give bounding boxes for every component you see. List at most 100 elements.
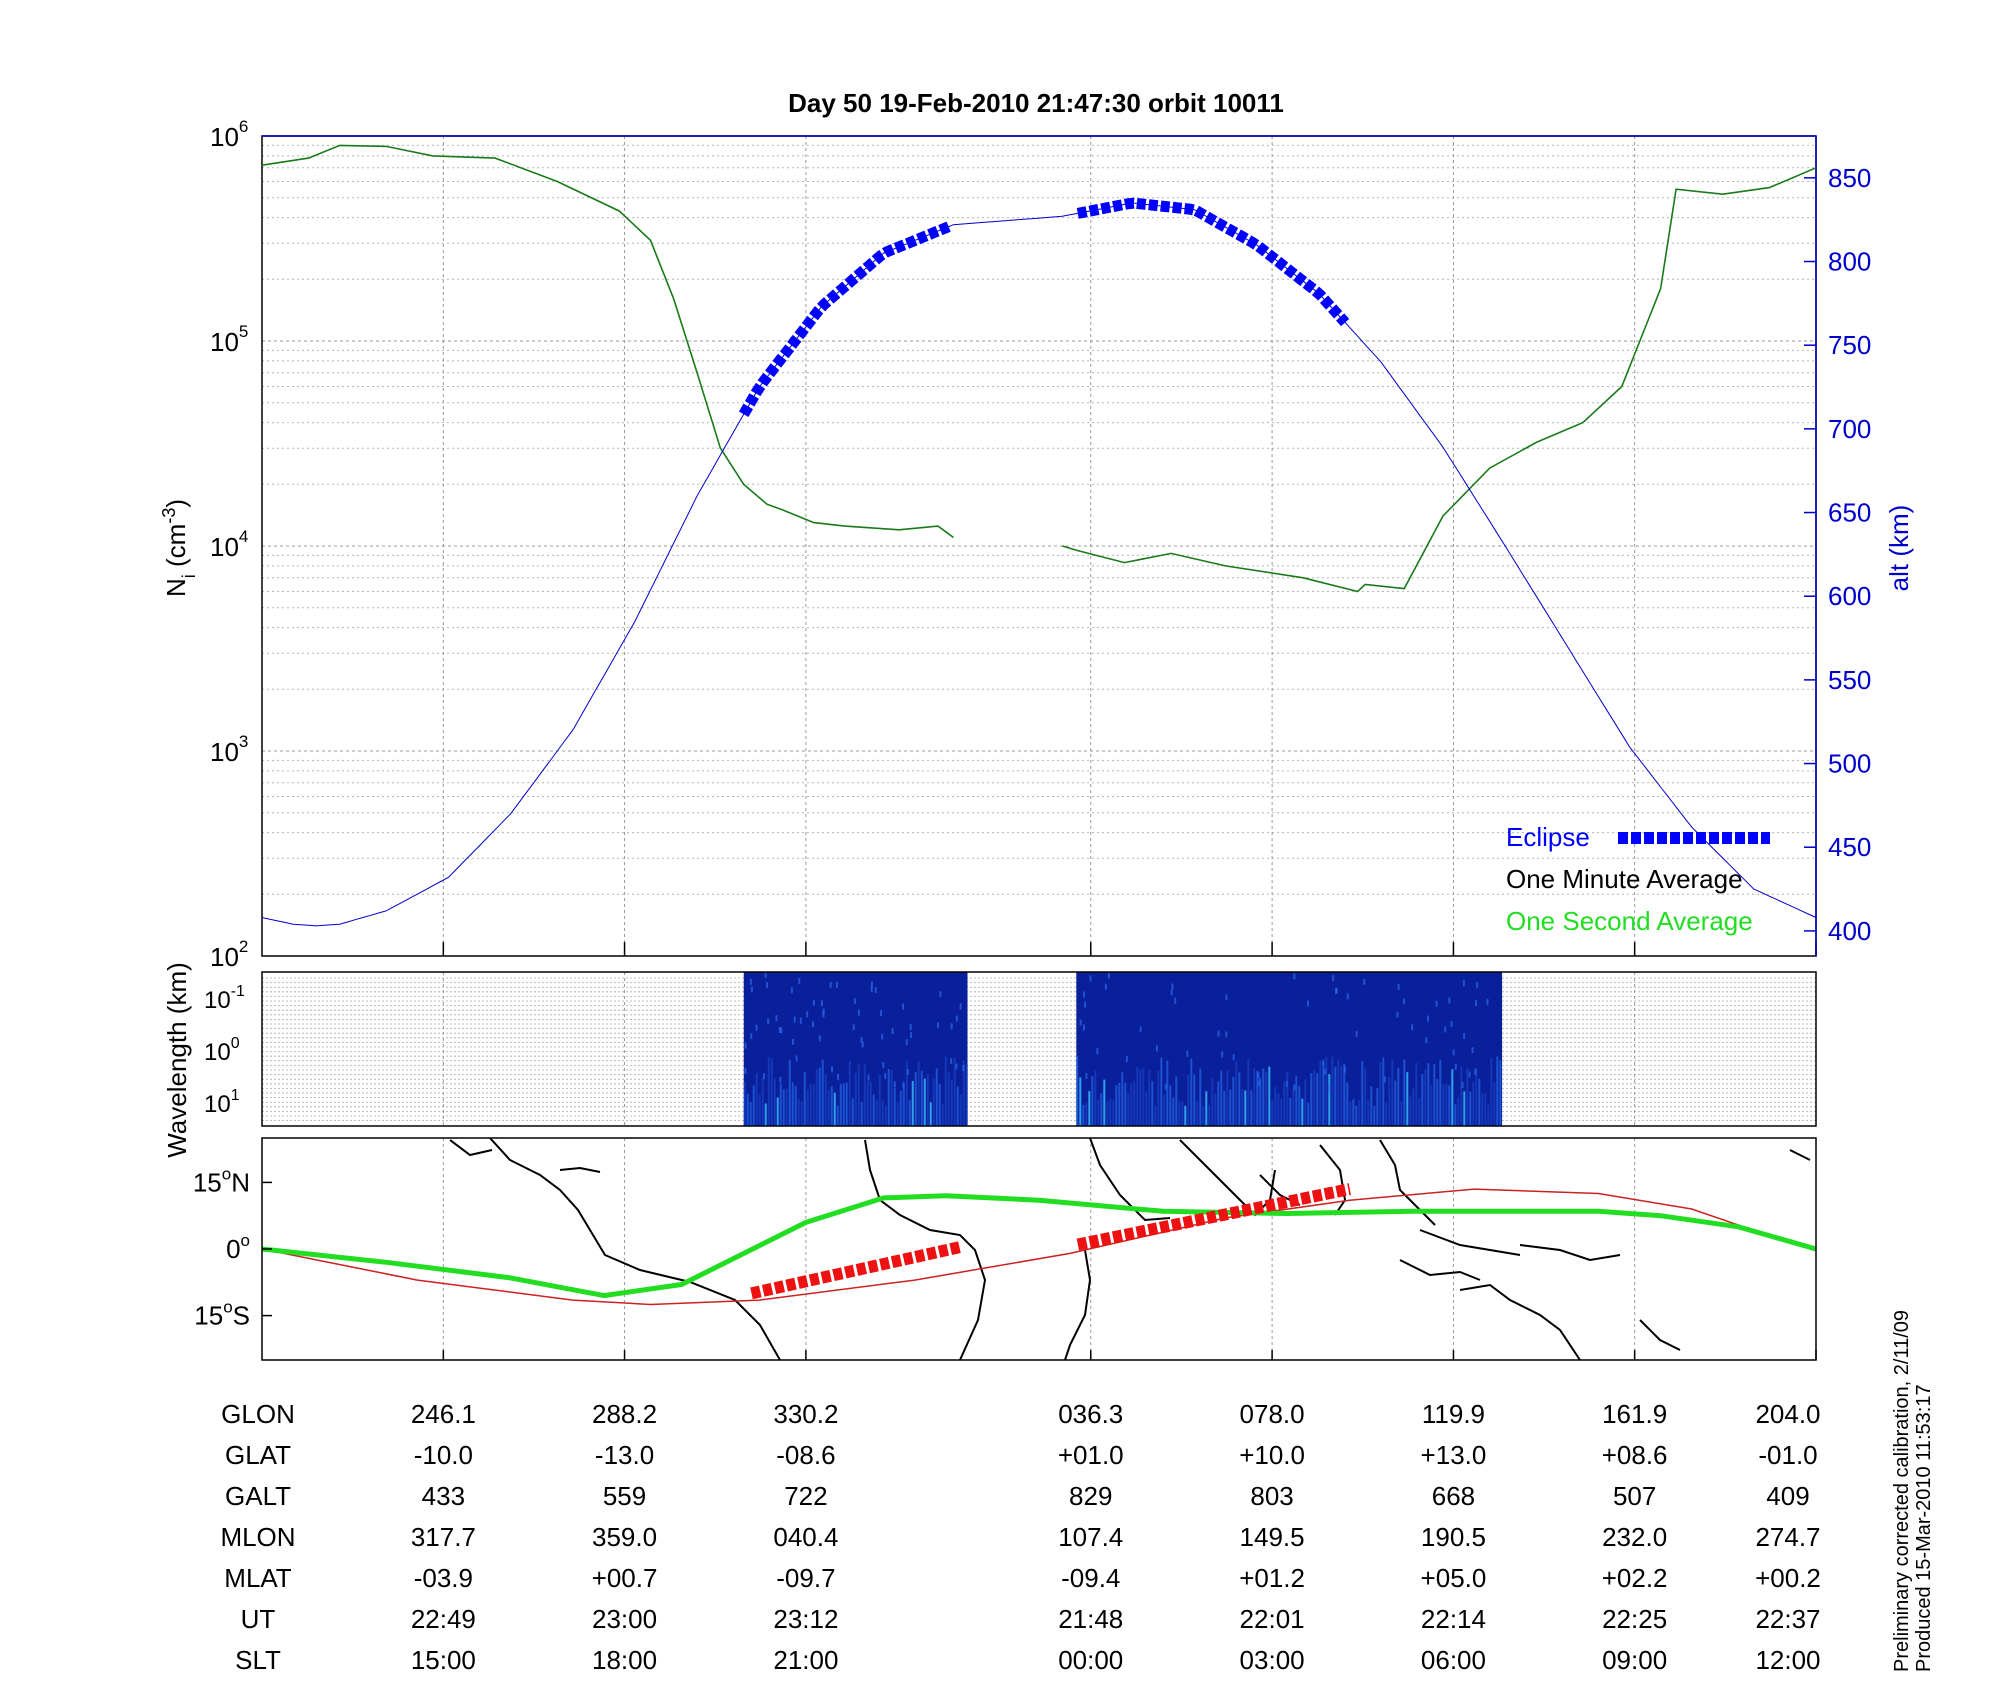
spectrogram-column [926,1074,929,1126]
spectrogram-speck [795,1055,798,1062]
spectrogram-column [770,1058,773,1126]
spectrogram-column [1259,1077,1262,1126]
legend: Eclipse One Minute Average One Second Av… [1506,822,1770,936]
spectrogram-column [1298,1085,1301,1126]
spectrogram-frame [261,971,1817,1127]
spectrogram-column [794,1085,797,1126]
spectrogram-speck [902,1081,905,1088]
spectrogram-column [1430,1085,1433,1126]
spectrogram-speck [867,1074,870,1081]
info-cell: 409 [1766,1481,1809,1511]
spectrogram-column [1235,1061,1238,1126]
spectrogram-column [1403,1059,1406,1126]
spectrogram-column [1286,1071,1289,1126]
info-cell: +02.2 [1602,1563,1668,1593]
spectrogram-column [848,1061,851,1126]
spectrogram-column [1460,1066,1463,1126]
spectrogram-speck [831,1066,834,1073]
spectrogram-column [1391,1059,1394,1126]
spectrogram-column [959,1094,962,1126]
spectrogram-column [1388,1077,1391,1126]
info-cell: 12:00 [1755,1645,1820,1675]
spectrogram-speck [1257,1072,1260,1079]
spectrogram-speck [1232,1054,1235,1061]
spectrogram-column [1433,1064,1436,1126]
spectrogram-column [1283,1081,1286,1126]
spectrogram-y-tick-label: 100 [204,1035,240,1066]
spectrogram-column [1097,1099,1100,1126]
density-y-tick-label: 104 [210,527,248,562]
spectrogram-column [899,1090,902,1126]
spectrogram-speck [1155,1045,1158,1052]
spectrogram-speck [881,1033,884,1040]
info-cell: 22:37 [1755,1604,1820,1634]
info-cell: 21:00 [773,1645,838,1675]
spectrogram-speck [1186,1050,1189,1057]
spectrogram-column [1190,1058,1193,1126]
spectrogram-column [1232,1076,1235,1126]
spectrogram-column [1397,1067,1400,1126]
spectrogram-column [896,1101,899,1126]
info-row-label: MLAT [224,1563,292,1593]
info-cell: 21:48 [1058,1604,1123,1634]
spectrogram-column [1277,1093,1280,1126]
spectrogram-column [1238,1072,1241,1126]
info-cell: 22:01 [1240,1604,1305,1634]
spectrogram-column [743,1081,746,1126]
spectrogram-speck [1474,1068,1477,1075]
spectrogram-column [764,1103,767,1126]
spectrogram-speck [1221,1051,1224,1058]
spectrogram-column [1355,1105,1358,1126]
altitude-y-tick-label: 500 [1828,749,1871,779]
spectrogram-speck [749,978,752,985]
spectrogram-speck [744,1042,747,1049]
spectrogram-column [1313,1070,1316,1126]
info-cell: +01.2 [1239,1563,1305,1593]
spectrogram-column [779,1083,782,1126]
spectrogram-column [1337,1060,1340,1126]
spectrogram-column [1142,1068,1145,1126]
spectrogram-speck [780,1027,783,1034]
info-cell: 433 [422,1481,465,1511]
spectrogram-speck [882,1062,885,1069]
info-cell: +05.0 [1421,1563,1487,1593]
spectrogram-speck [1139,1026,1142,1033]
spectrogram-speck [861,1041,864,1048]
info-cell: 23:12 [773,1604,838,1634]
map-y-tick-label: 15oS [194,1298,250,1331]
spectrogram-column [1103,1079,1106,1126]
spectrogram-speck [744,1067,747,1074]
info-cell: 078.0 [1240,1399,1305,1429]
spectrogram-speck [837,1073,840,1080]
spectrogram-column [1316,1073,1319,1126]
magnetic-equator-line [261,1188,1817,1306]
spectrogram-speck [822,1011,825,1018]
spectrogram-speck [829,981,832,988]
coastline [1089,1137,1171,1222]
spectrogram-speck [1079,1019,1082,1026]
spectrogram-speck [765,982,768,989]
info-cell: 06:00 [1421,1645,1486,1675]
info-cell: -08.6 [776,1440,835,1470]
spectrogram-column [803,1071,806,1126]
info-cell: 317.7 [411,1522,476,1552]
spectrogram-speck [884,1073,887,1080]
spectrogram-column [1193,1074,1196,1126]
spectrogram-column [1400,1101,1403,1126]
spectrogram-column [863,1064,866,1126]
map-grid [442,1138,1817,1360]
spectrogram-column [1253,1067,1256,1126]
spectrogram-column [854,1072,857,1126]
spectrogram-speck [1425,1037,1428,1044]
spectrogram-column [875,1099,878,1126]
altitude-line [261,202,1817,927]
spectrogram-speck [937,1022,940,1029]
spectrogram-column [881,1100,884,1126]
spectrogram-column [1208,1105,1211,1126]
spectrogram-column [869,1081,872,1126]
spectrogram-speck [1444,1026,1447,1033]
spectrogram-column [1490,1057,1493,1126]
spectrogram-column [1466,1068,1469,1126]
spectrogram-speck [1355,1030,1358,1037]
ni-minute-average-line [261,144,954,539]
